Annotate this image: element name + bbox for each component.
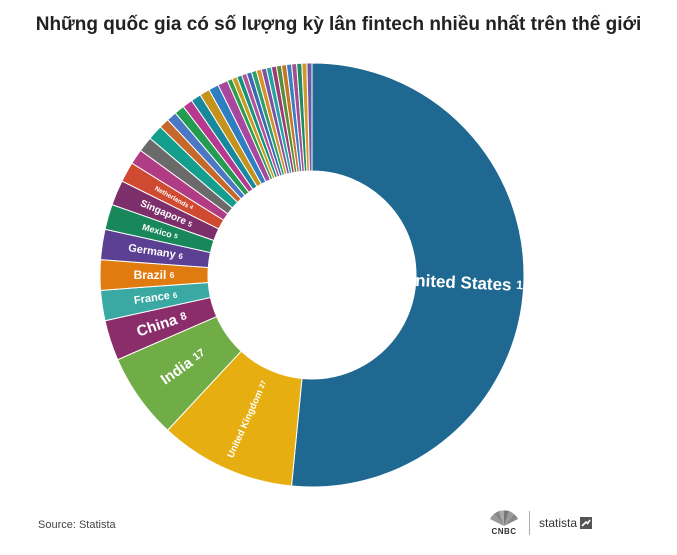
donut-slice [306,62,313,172]
slice-label-brazil: Brazil 6 [134,268,175,282]
slice-label-france: France 6 [133,289,178,307]
logo-group: CNBC statista [488,508,593,538]
statista-wordmark: statista [539,516,578,530]
statista-logo: statista [539,516,593,530]
statista-mark-icon [580,517,593,529]
cnbc-logo: CNBC [488,510,520,536]
donut-slice-united-states [290,62,525,488]
peacock-icon [490,510,518,526]
source-note: Source: Statista [38,519,116,531]
chart-title: Những quốc gia có số lượng kỳ lân fintec… [35,14,642,35]
logo-divider [529,511,530,535]
cnbc-wordmark: CNBC [491,527,517,536]
